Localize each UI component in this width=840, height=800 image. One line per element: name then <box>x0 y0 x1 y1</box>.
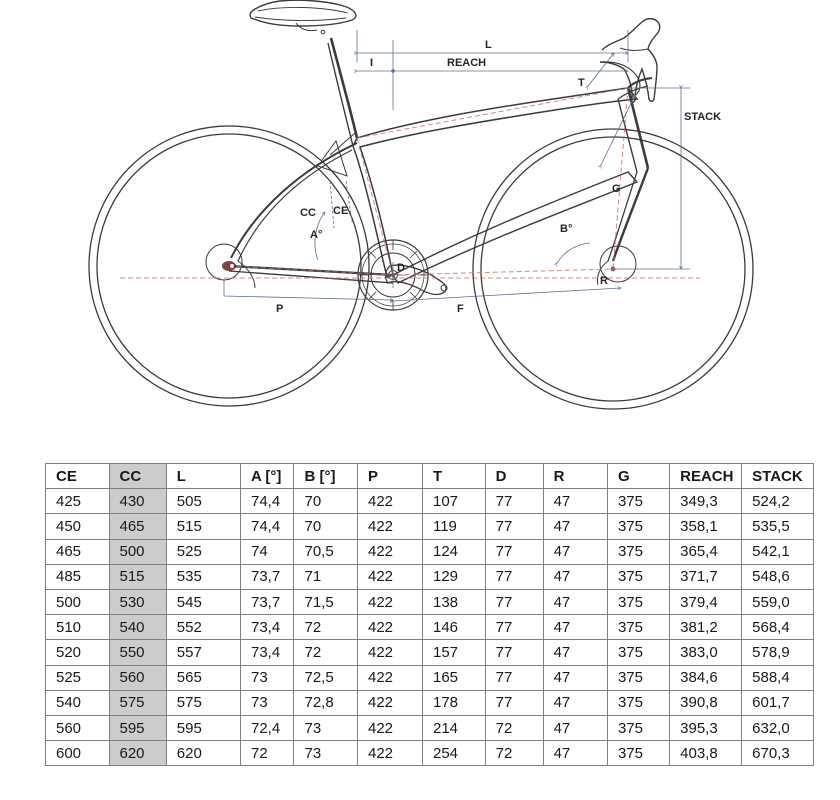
svg-text:I: I <box>370 57 373 69</box>
svg-text:B°: B° <box>560 223 572 235</box>
svg-text:R: R <box>600 275 608 287</box>
svg-text:D: D <box>397 262 405 274</box>
svg-text:REACH: REACH <box>447 57 486 69</box>
svg-text:STACK: STACK <box>684 111 721 123</box>
svg-text:CC: CC <box>300 207 316 219</box>
svg-text:P: P <box>276 303 283 315</box>
svg-text:F: F <box>457 303 464 315</box>
svg-text:A°: A° <box>310 229 322 241</box>
svg-text:T: T <box>578 77 585 89</box>
svg-text:CE: CE <box>333 205 348 217</box>
svg-text:L: L <box>485 39 492 51</box>
svg-text:G: G <box>612 183 621 195</box>
